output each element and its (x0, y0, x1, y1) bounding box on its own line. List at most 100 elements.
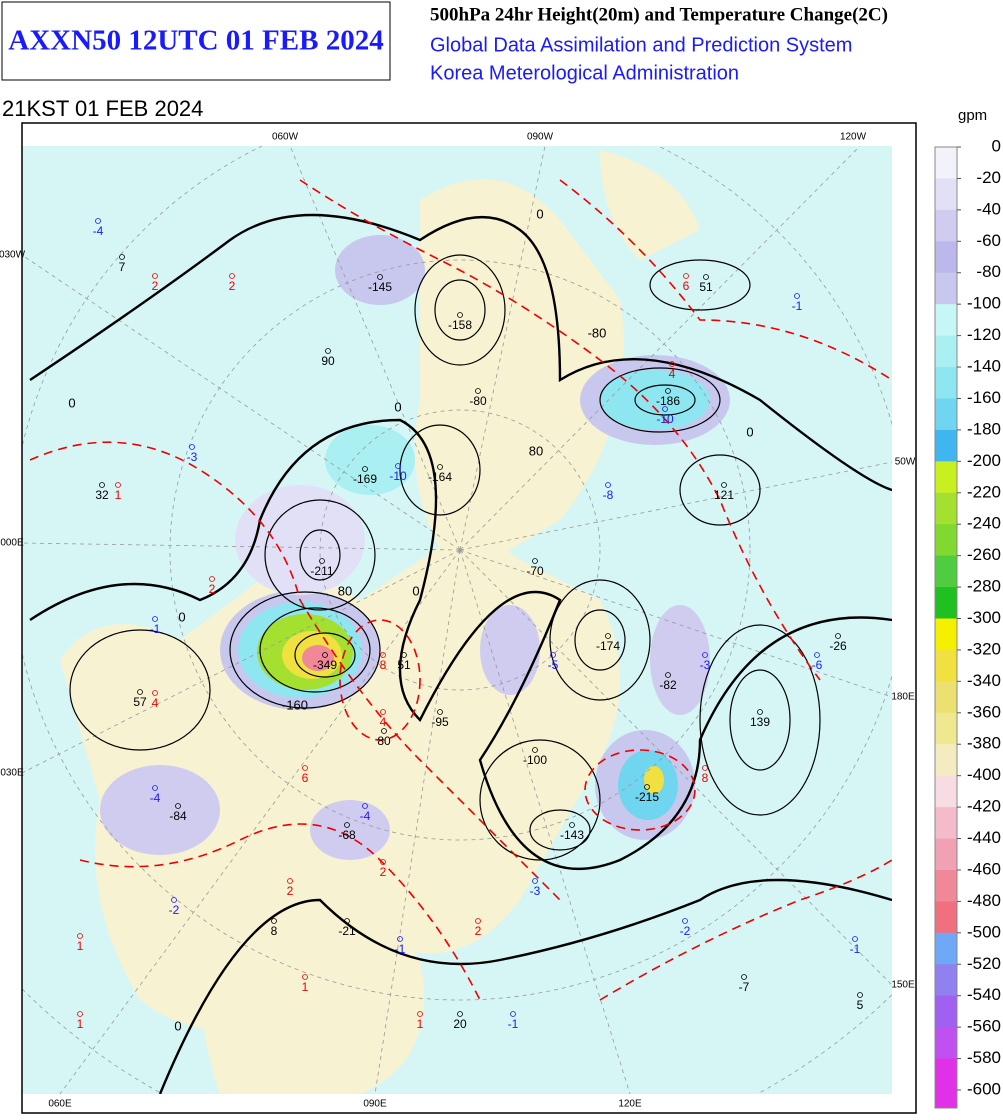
station-marker (605, 482, 611, 488)
station-marker (532, 747, 538, 753)
height-change-label: -143 (560, 828, 584, 842)
colorbar-label: -580 (967, 1048, 1001, 1067)
station-marker (302, 974, 308, 980)
height-change-label: 32 (95, 488, 109, 502)
temperature-rise-label: 1 (115, 488, 122, 502)
colorbar-segment (935, 1058, 957, 1108)
temperature-rise-label: 6 (683, 279, 690, 293)
height-change-label: 80 (377, 734, 391, 748)
station-marker (115, 482, 121, 488)
colorbar-unit: gpm (958, 107, 987, 124)
station-marker (401, 652, 407, 658)
temperature-rise-label: 1 (77, 939, 84, 953)
temperature-rise-label: 8 (702, 771, 709, 785)
station-marker (683, 273, 689, 279)
height-change-label: -169 (353, 472, 377, 486)
contour-label: 0 (412, 583, 419, 598)
colorbar-label: -160 (967, 388, 1001, 407)
station-marker (381, 728, 387, 734)
agency-name: Korea Meterological Administration (430, 62, 739, 84)
station-marker (532, 878, 538, 884)
temperature-rise-label: 2 (475, 924, 482, 938)
colorbar-label: -300 (967, 608, 1001, 627)
temperature-rise-label: 6 (302, 771, 309, 785)
station-marker (152, 616, 158, 622)
height-change-label: -349 (313, 658, 337, 672)
grid-label: 030W (0, 250, 26, 261)
station-marker (757, 709, 763, 715)
temperature-fall-label: -1 (508, 1017, 519, 1031)
temperature-rise-label: 2 (287, 884, 294, 898)
grid-label: 060E (48, 1099, 72, 1110)
shade (310, 800, 390, 860)
colorbar-label: -400 (967, 765, 1001, 784)
grid-label: 090E (363, 1099, 387, 1110)
shade (302, 645, 334, 671)
height-change-label: -7 (739, 980, 750, 994)
height-change-label: 51 (397, 658, 411, 672)
temperature-contours (29, 179, 892, 1001)
grid-label: 000E (0, 538, 24, 549)
height-change-label: -84 (169, 809, 187, 823)
height-change-label: -95 (431, 715, 449, 729)
station-marker (344, 822, 350, 828)
temperature-rise-label: 2 (380, 865, 387, 879)
station-marker (209, 576, 215, 582)
height-change-label: 7 (119, 260, 126, 274)
station-marker (702, 765, 708, 771)
colorbar-label: -320 (967, 639, 1001, 658)
height-change-label: -21 (338, 924, 356, 938)
colorbar-label: -520 (967, 954, 1001, 973)
grid-label: 090W (527, 132, 554, 143)
system-name: Global Data Assimilation and Prediction … (430, 34, 852, 56)
height-change-label: 8 (271, 924, 278, 938)
station-marker (362, 466, 368, 472)
land (200, 844, 424, 1094)
station-marker (475, 918, 481, 924)
contour-label: 0 (746, 424, 753, 439)
temperature-fall-label: -5 (548, 658, 559, 672)
temperature-rise-label: 1 (417, 1017, 424, 1031)
colorbar-label: -260 (967, 545, 1001, 564)
station-marker (152, 273, 158, 279)
station-marker (395, 463, 401, 469)
temperature-fall-label: -8 (603, 488, 614, 502)
station-marker (229, 273, 235, 279)
map-frame (21, 122, 917, 1114)
station-marker (665, 672, 671, 678)
station-marker (322, 652, 328, 658)
station-marker (77, 933, 83, 939)
station-marker (319, 558, 325, 564)
height-change-label: -68 (338, 828, 356, 842)
colorbar-label: -200 (967, 451, 1001, 470)
temperature-rise-label: 4 (152, 696, 159, 710)
station-marker (794, 293, 800, 299)
grid-label: 150E (891, 980, 915, 991)
station-marker (397, 936, 403, 942)
height-change-label: -82 (659, 678, 677, 692)
shade (644, 766, 664, 794)
contour-label: 0 (174, 1018, 181, 1033)
station-marker (271, 918, 277, 924)
shade (650, 605, 710, 715)
temperature-fall-label: -10 (389, 469, 407, 483)
colorbar-label: -60 (976, 231, 1001, 250)
station-marker (644, 784, 650, 790)
station-marker (377, 274, 383, 280)
temperature-fall-label: -3 (700, 658, 711, 672)
station-marker (152, 785, 158, 791)
station-marker (835, 633, 841, 639)
temperature-fall-label: -1 (850, 942, 861, 956)
station-marker (99, 482, 105, 488)
temperature-fall-label: -1 (395, 942, 406, 956)
height-change-label: 51 (699, 280, 713, 294)
station-marker (662, 406, 668, 412)
colorbar-label: -100 (967, 294, 1001, 313)
colorbar-label: -460 (967, 859, 1001, 878)
grid-label: 120E (618, 1099, 642, 1110)
colorbar-label: -560 (967, 1017, 1001, 1036)
station-marker (380, 652, 386, 658)
height-change-label: -145 (368, 280, 392, 294)
height-change-label: 5 (857, 998, 864, 1012)
